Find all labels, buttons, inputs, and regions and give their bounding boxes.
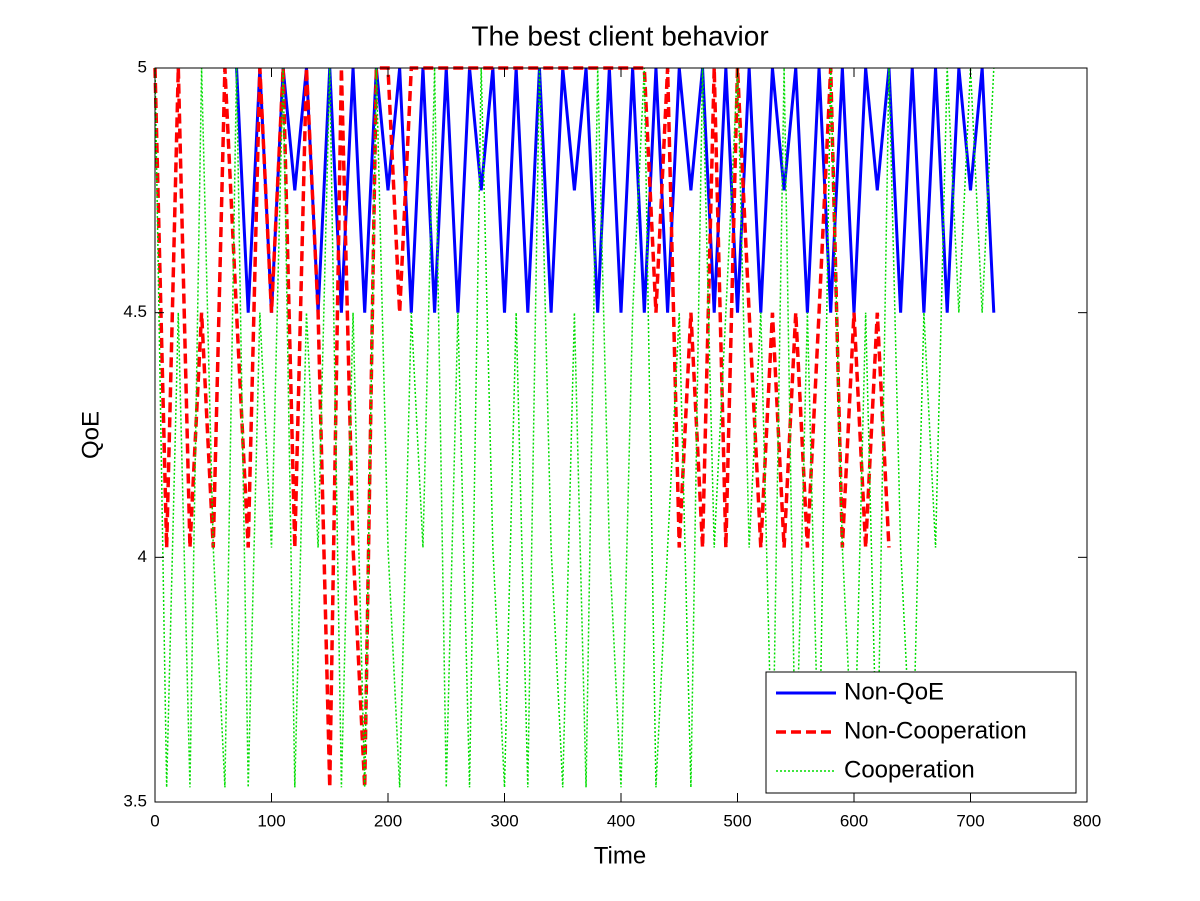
x-tick-label: 800 xyxy=(1073,811,1101,830)
legend: Non-QoE Non-Cooperation Cooperation xyxy=(765,671,1077,794)
y-axis-label: QoE xyxy=(77,411,104,459)
y-tick-label: 3.5 xyxy=(123,791,147,810)
x-tick-label: 500 xyxy=(723,811,751,830)
legend-label: Cooperation xyxy=(844,756,975,783)
y-tick-label: 4.5 xyxy=(123,302,147,321)
x-tick-label: 700 xyxy=(956,811,984,830)
x-tick-label: 200 xyxy=(374,811,402,830)
x-axis-label: Time xyxy=(594,842,646,869)
y-tick-label: 5 xyxy=(138,57,147,76)
x-tick-label: 300 xyxy=(490,811,518,830)
x-tick-label: 400 xyxy=(607,811,635,830)
data-line xyxy=(154,67,995,788)
legend-label: Non-Cooperation xyxy=(844,717,1027,744)
x-tick-label: 0 xyxy=(150,811,159,830)
y-tick-label: 4 xyxy=(138,547,147,566)
legend-label: Non-QoE xyxy=(844,678,944,705)
x-tick-label: 600 xyxy=(840,811,868,830)
chart-title: The best client behavior xyxy=(471,20,768,51)
data-line xyxy=(235,67,996,313)
x-tick-label: 100 xyxy=(257,811,285,830)
